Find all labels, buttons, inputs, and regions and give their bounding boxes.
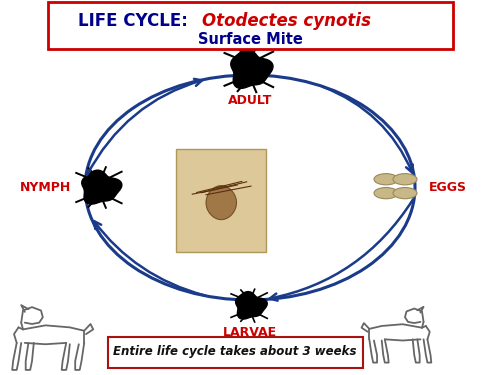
Text: NYMPH: NYMPH: [20, 181, 71, 194]
Polygon shape: [231, 50, 273, 88]
Ellipse shape: [374, 188, 398, 199]
Polygon shape: [82, 170, 122, 204]
Text: EGGS: EGGS: [429, 181, 467, 194]
FancyBboxPatch shape: [176, 149, 266, 252]
FancyBboxPatch shape: [48, 2, 452, 49]
FancyArrowPatch shape: [270, 200, 413, 301]
Ellipse shape: [393, 188, 417, 199]
Text: Entire life cycle takes about 3 weeks: Entire life cycle takes about 3 weeks: [113, 345, 357, 358]
Ellipse shape: [374, 174, 398, 185]
Text: LIFE CYCLE:: LIFE CYCLE:: [78, 12, 193, 30]
FancyArrowPatch shape: [94, 221, 204, 296]
Text: ADULT: ADULT: [228, 94, 272, 107]
FancyArrowPatch shape: [87, 79, 202, 175]
Ellipse shape: [393, 174, 417, 185]
FancyArrowPatch shape: [322, 87, 413, 172]
FancyBboxPatch shape: [108, 337, 362, 368]
Text: LARVAE: LARVAE: [223, 326, 277, 339]
Text: Otodectes cynotis: Otodectes cynotis: [202, 12, 372, 30]
Text: Surface Mite: Surface Mite: [198, 32, 302, 47]
Polygon shape: [236, 292, 267, 319]
Polygon shape: [206, 186, 236, 220]
